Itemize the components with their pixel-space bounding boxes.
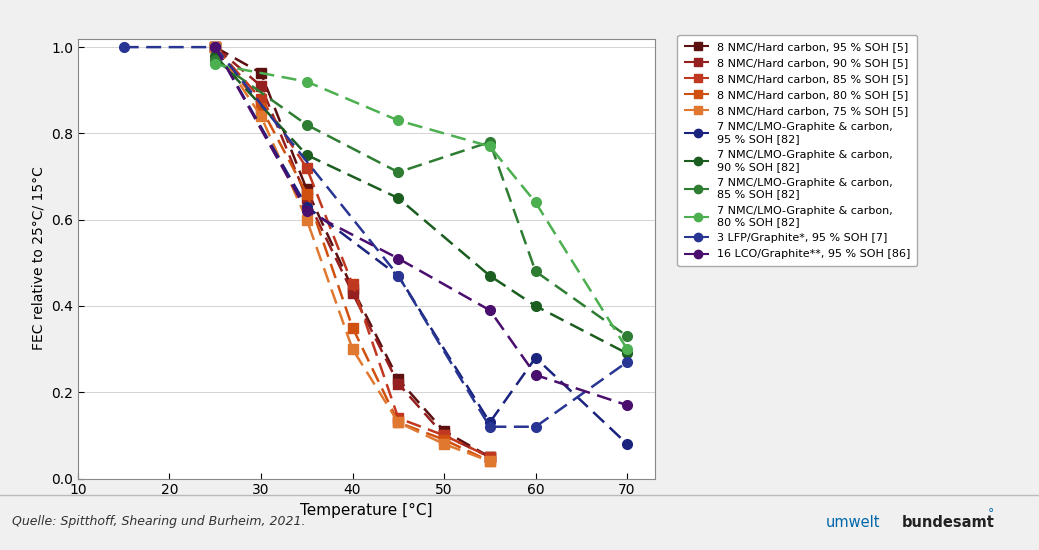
Text: Quelle: Spitthoff, Shearing und Burheim, 2021.: Quelle: Spitthoff, Shearing und Burheim,… xyxy=(12,515,305,528)
Text: °: ° xyxy=(988,507,994,520)
Text: bundesamt: bundesamt xyxy=(902,515,994,530)
Text: umwelt: umwelt xyxy=(826,515,880,530)
Y-axis label: FEC relative to 25°C/ 15°C: FEC relative to 25°C/ 15°C xyxy=(31,167,46,350)
X-axis label: Temperature [°C]: Temperature [°C] xyxy=(300,503,432,518)
Legend: 8 NMC/Hard carbon, 95 % SOH [5], 8 NMC/Hard carbon, 90 % SOH [5], 8 NMC/Hard car: 8 NMC/Hard carbon, 95 % SOH [5], 8 NMC/H… xyxy=(677,35,917,266)
